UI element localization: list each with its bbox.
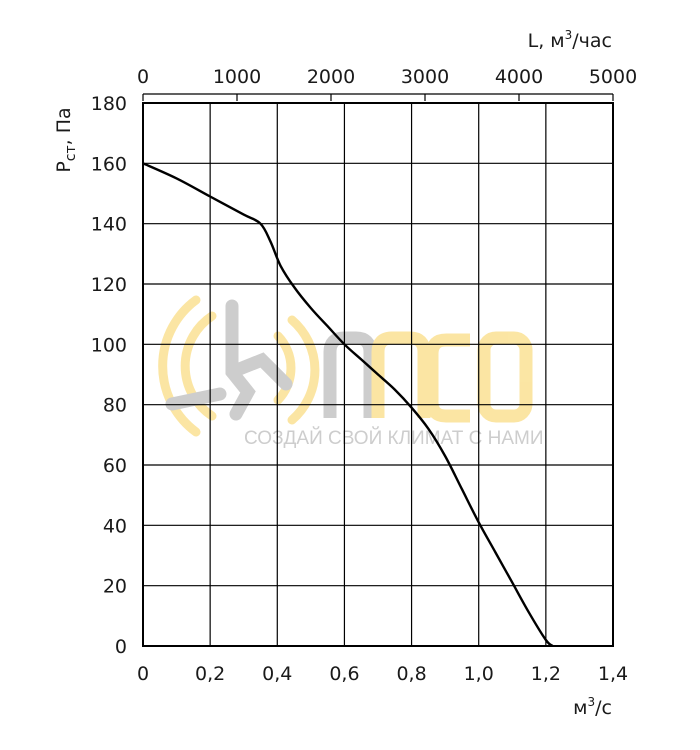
- series-line-0: [142, 162, 554, 647]
- y-tick-label-3: 60: [103, 455, 127, 477]
- y-tick-label-2: 40: [103, 515, 127, 537]
- x-axis: 0 0,2 0,4 0,6 0,8 1,0 1,2 1,4: [137, 663, 628, 685]
- x-tick-label-7: 1,4: [598, 663, 628, 685]
- watermark-slogan: СОЗДАЙ СВОЙ КЛИМАТ С НАМИ: [244, 427, 543, 449]
- x-axis-title-top: L, м3/час: [528, 28, 612, 52]
- y-axis-title: Pст, Па: [53, 107, 79, 172]
- top-axis-tick-label-5: 5000: [589, 66, 637, 88]
- top-axis-tick-label-4: 4000: [495, 66, 543, 88]
- x-tick-label-0: 0: [137, 663, 149, 685]
- x-axis-title-bottom-rest: /с: [595, 697, 612, 719]
- y-tick-label-7: 140: [91, 214, 127, 236]
- y-axis-title-sub: ст: [63, 145, 79, 161]
- y-axis-title-rest: , Па: [53, 107, 75, 145]
- x-tick-label-6: 1,2: [531, 663, 561, 685]
- plot-frame: [142, 102, 614, 647]
- y-tick-label-5: 100: [91, 334, 127, 356]
- watermark-symbol-icon: [158, 295, 320, 437]
- y-tick-label-1: 20: [103, 576, 127, 598]
- x-tick-label-3: 0,6: [329, 663, 359, 685]
- y-tick-label-4: 80: [103, 395, 127, 417]
- x-tick-label-4: 0,8: [396, 663, 426, 685]
- top-axis: 0 1000 2000 3000 4000 5000: [137, 66, 637, 101]
- x-axis-title-top-base: L, м: [528, 30, 565, 52]
- plot-curves: [142, 162, 554, 647]
- watermark-logo: СОЗДАЙ СВОЙ КЛИМАТ С НАМИ: [158, 295, 543, 449]
- top-axis-tick-label-2: 2000: [307, 66, 355, 88]
- y-axis: 0 20 40 60 80 100 120 140 160 180: [91, 93, 127, 658]
- top-axis-tick-label-0: 0: [137, 66, 149, 88]
- x-axis-title-bottom-sup: 3: [588, 695, 596, 709]
- x-axis-title-top-rest: /час: [572, 30, 612, 52]
- x-axis-title-top-sup: 3: [565, 28, 573, 42]
- x-axis-title-bottom: м3/с: [573, 695, 612, 719]
- y-tick-label-9: 180: [91, 93, 127, 115]
- x-tick-label-5: 1,0: [464, 663, 494, 685]
- x-axis-title-bottom-base: м: [573, 697, 587, 719]
- y-axis-title-main: P: [53, 161, 75, 172]
- y-tick-label-0: 0: [115, 636, 127, 658]
- watermark-wordmark-icon: [323, 331, 533, 423]
- top-axis-tick-label-1: 1000: [213, 66, 261, 88]
- y-tick-label-6: 120: [91, 274, 127, 296]
- x-tick-label-2: 0,4: [262, 663, 292, 685]
- x-tick-label-1: 0,2: [195, 663, 225, 685]
- y-tick-label-8: 160: [91, 153, 127, 175]
- top-axis-tick-label-3: 3000: [401, 66, 449, 88]
